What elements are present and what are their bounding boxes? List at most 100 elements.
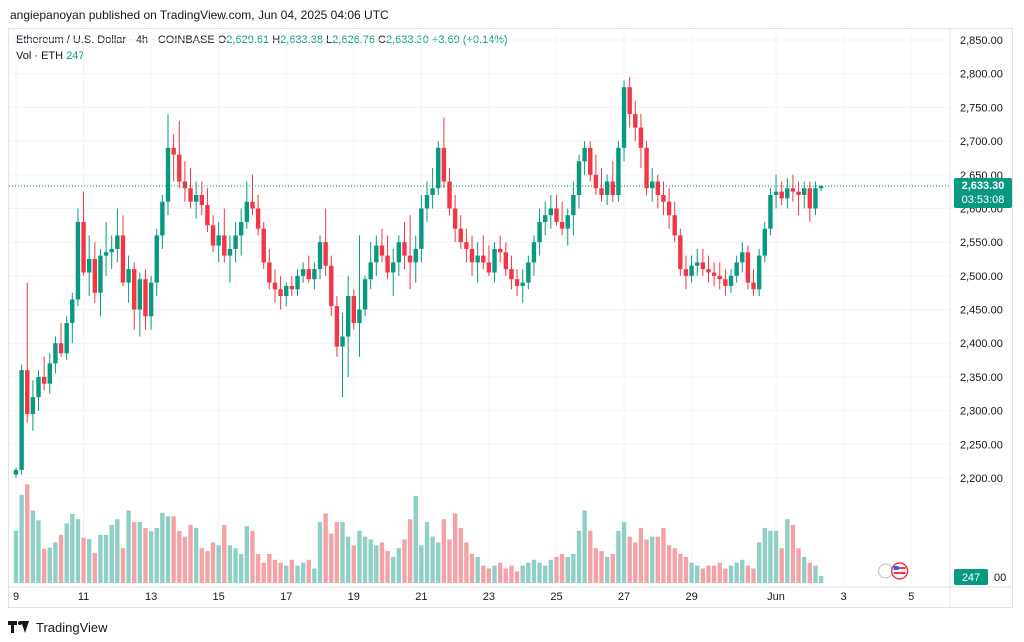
candle-body [486,262,492,273]
time-tick-label: 27 [618,591,630,603]
candle-body [734,262,739,276]
volume-bar [267,554,272,583]
volume-bar [616,530,621,583]
volume-label[interactable]: Vol · ETH [16,50,64,62]
time-tick-label: 15 [213,591,225,603]
candle-body [210,225,216,246]
volume-bar [109,525,114,583]
candle-body [13,469,19,475]
candle-body [300,269,306,276]
candle-body [413,248,418,263]
volume-bar [655,536,661,583]
price-tick-label: 2,250.00 [960,439,1003,451]
volume-bar [53,542,58,583]
volume-bar [700,568,706,583]
candle-body [148,282,154,317]
price-tick-label: 2,200.00 [960,473,1003,485]
volume-bar [379,542,385,583]
volume-bar [300,562,306,583]
volume-bar [436,542,441,583]
candle-body [492,248,497,273]
volume-value: 247 [66,50,85,62]
time-tick-label: 17 [280,591,292,603]
volume-bar [233,548,238,583]
candle-body [64,323,69,354]
candle-body [548,208,554,216]
candle-body [222,235,227,256]
volume-bar [576,530,582,583]
candle-body [672,215,677,236]
volume-bar [317,522,323,583]
candle-body [329,265,334,307]
volume-bar [148,531,154,583]
candle-body [509,269,514,280]
candle-body [261,228,266,263]
volume-bar [458,527,463,583]
volume-bar [81,537,86,583]
volume-bar [126,510,131,583]
candle-body [177,154,182,182]
chart-frame [8,28,1013,608]
candle-body [745,252,751,283]
volume-bar [683,556,689,583]
volume-bar [582,510,587,583]
time-tick-label: Jun [767,591,785,603]
candle-body [768,194,773,229]
volume-bar [362,536,368,583]
volume-bar [503,568,509,583]
candle-body [728,275,734,286]
candle-body [357,309,362,324]
volume-bar [278,562,283,583]
volume-bar [177,530,182,583]
candle-body [802,188,807,195]
candle-body [115,235,120,249]
candle-body [616,147,621,195]
candle-body [396,242,402,263]
volume-bar [70,513,75,583]
volume-axis-label: 00 [994,572,1006,584]
candle-body [497,248,503,253]
candle-body [762,228,767,256]
candle-body [385,255,390,273]
candle-body [379,245,385,256]
tradingview-logo-icon [8,621,30,633]
volume-bar [751,568,756,583]
candle-body [424,194,430,209]
volume-bar [255,554,261,583]
volume-bar [137,522,143,583]
candle-body [199,194,204,206]
volume-bar [672,548,677,583]
volume-bar [340,522,345,583]
candle-body [334,306,340,347]
volume-bar [391,556,396,583]
price-tick-label: 2,400.00 [960,338,1003,350]
volume-bar [796,548,801,583]
candle-body [345,296,351,337]
volume-bar [756,542,762,583]
volume-bar [633,542,638,583]
candle-body [391,262,396,273]
volume-bar [424,522,430,583]
candle-body [683,269,689,276]
volume-bar [284,565,289,583]
candle-body [154,235,159,283]
candle-body [441,147,447,182]
volume-bar [802,556,807,583]
candle-body [193,194,199,202]
volume-bar [120,548,126,583]
volume-bar [689,562,694,583]
volume-bar [250,530,255,583]
candle-body [289,285,295,290]
time-tick-label: 5 [908,591,914,603]
volume-bar [306,559,311,583]
candle-body [717,275,722,280]
volume-bar [115,519,120,583]
candle-body [81,221,86,273]
volume-bar [385,551,390,583]
candle-body [756,255,762,290]
candle-body [132,269,137,310]
volume-bar [638,527,644,583]
candle-body [323,242,328,266]
candle-body [621,87,627,148]
